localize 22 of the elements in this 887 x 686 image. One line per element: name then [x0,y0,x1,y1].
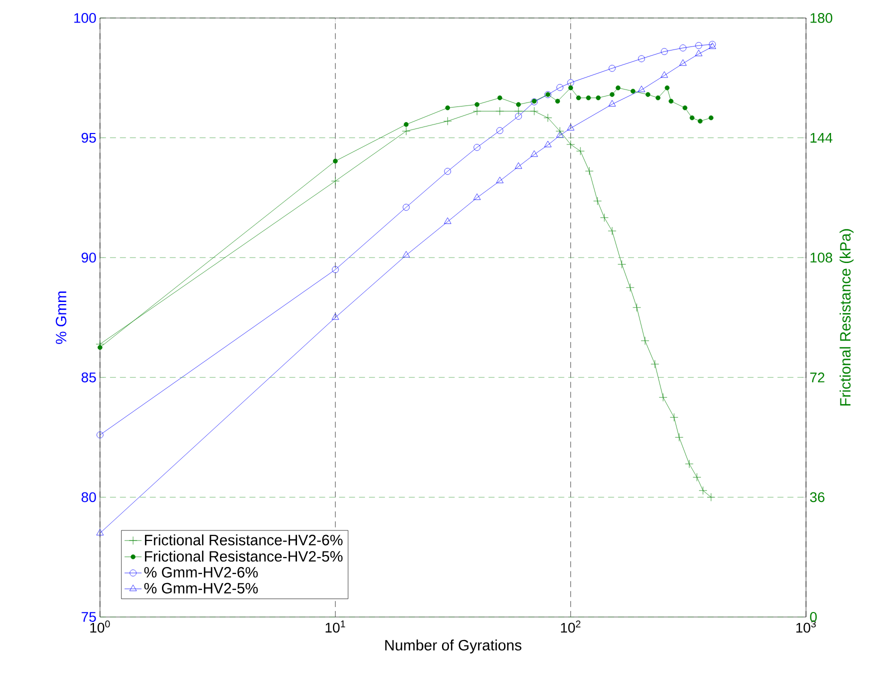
y2-tick-label: 108 [810,252,832,263]
y-tick-label: 85 [82,372,96,382]
y2-axis-title: Frictional Resistance (kPa) [840,229,854,406]
y-tick-label: 75 [82,612,96,622]
y2-tick-label: 36 [810,492,824,502]
y2-tick-label: 0 [810,612,817,622]
y2-tick-label: 72 [810,372,824,382]
x-tick-label: 10$^{2}$ [561,620,580,633]
x-tick-label: 10$^{1}$ [326,620,346,633]
y-tick-label: 100 [74,13,96,23]
y-tick-label: 90 [82,252,96,263]
x-axis-title: Number of Gyrations [385,640,522,654]
y-tick-label: 80 [82,492,96,502]
y-tick-label: 95 [82,132,96,143]
legend-label: % Gmm-HV2-5% [144,582,258,594]
legend-label: % Gmm-HV2-6% [144,567,258,578]
y2-tick-label: 144 [810,132,832,143]
legend-label: Frictional Resistance-HV2-6% [144,534,343,546]
y-axis-title: % Gmm [56,292,66,344]
x-tick-label: 10$^{0}$ [90,620,110,633]
y2-tick-label: 180 [810,13,832,23]
legend-label: Frictional Resistance-HV2-5% [144,550,343,562]
